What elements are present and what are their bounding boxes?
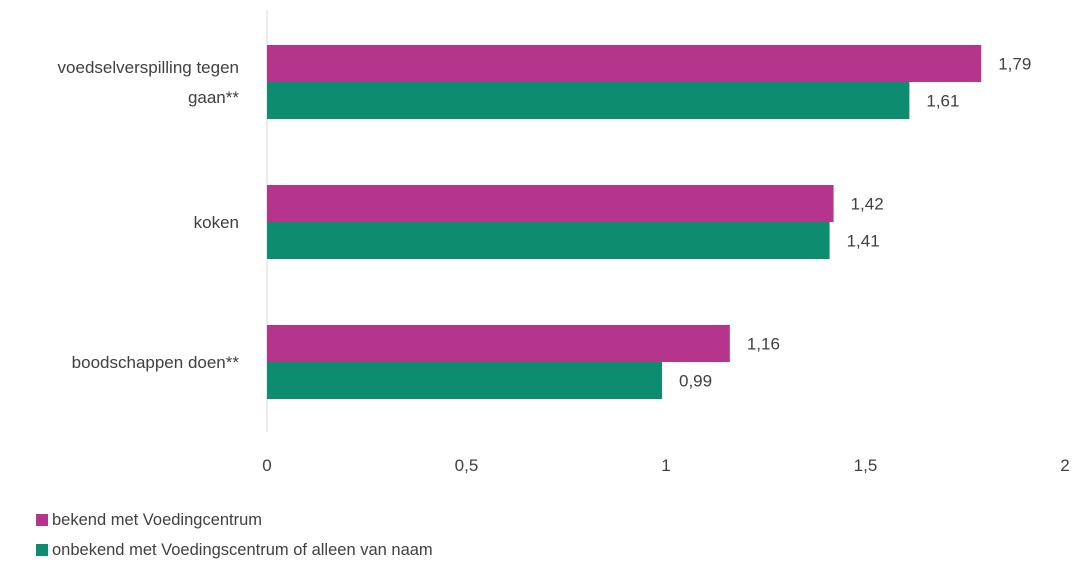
category-label-2: boodschappen doen** <box>72 353 240 372</box>
category-label-1: koken <box>194 213 239 232</box>
x-tick-label-3: 1,5 <box>854 456 878 475</box>
x-tick-labels-group: 0 0,5 1 1,5 2 <box>262 456 1069 475</box>
category-label-0-line-1: gaan** <box>188 88 239 107</box>
bar-known-0 <box>267 45 982 82</box>
bar-known-2 <box>267 325 730 362</box>
bar-chart: 1,79 1,61 1,42 1,41 1,16 0,99 voedselverspill… <box>58 10 1070 475</box>
value-label-known-0: 1,79 <box>998 55 1031 74</box>
legend: bekend met Voedingcentrum onbekend met V… <box>36 505 433 565</box>
legend-swatch-unknown <box>36 544 48 556</box>
bar-known-1 <box>267 185 834 222</box>
legend-item-unknown: onbekend met Voedingscentrum of alleen v… <box>36 535 433 565</box>
category-labels-group: voedselverspilling tegen gaan** koken boods… <box>58 58 240 372</box>
value-label-known-1: 1,42 <box>851 195 884 214</box>
legend-item-known: bekend met Voedingcentrum <box>36 505 433 535</box>
x-tick-label-0: 0 <box>262 456 271 475</box>
value-label-known-2: 1,16 <box>747 335 780 354</box>
legend-label-known: bekend met Voedingcentrum <box>52 511 263 529</box>
value-label-unknown-0: 1,61 <box>926 92 959 111</box>
value-labels-group: 1,79 1,61 1,42 1,41 1,16 0,99 <box>679 55 1031 391</box>
x-tick-label-2: 1 <box>661 456 670 475</box>
bar-unknown-1 <box>267 222 830 259</box>
x-tick-label-4: 2 <box>1060 456 1069 475</box>
bars-group <box>267 45 982 399</box>
legend-swatch-known <box>36 514 48 526</box>
value-label-unknown-2: 0,99 <box>679 372 712 391</box>
bar-unknown-0 <box>267 82 910 119</box>
legend-label-unknown: onbekend met Voedingscentrum of alleen v… <box>52 541 433 559</box>
bar-unknown-2 <box>267 362 663 399</box>
category-label-0-line-0: voedselverspilling tegen <box>58 58 239 77</box>
x-tick-label-1: 0,5 <box>455 456 479 475</box>
value-label-unknown-1: 1,41 <box>847 232 880 251</box>
